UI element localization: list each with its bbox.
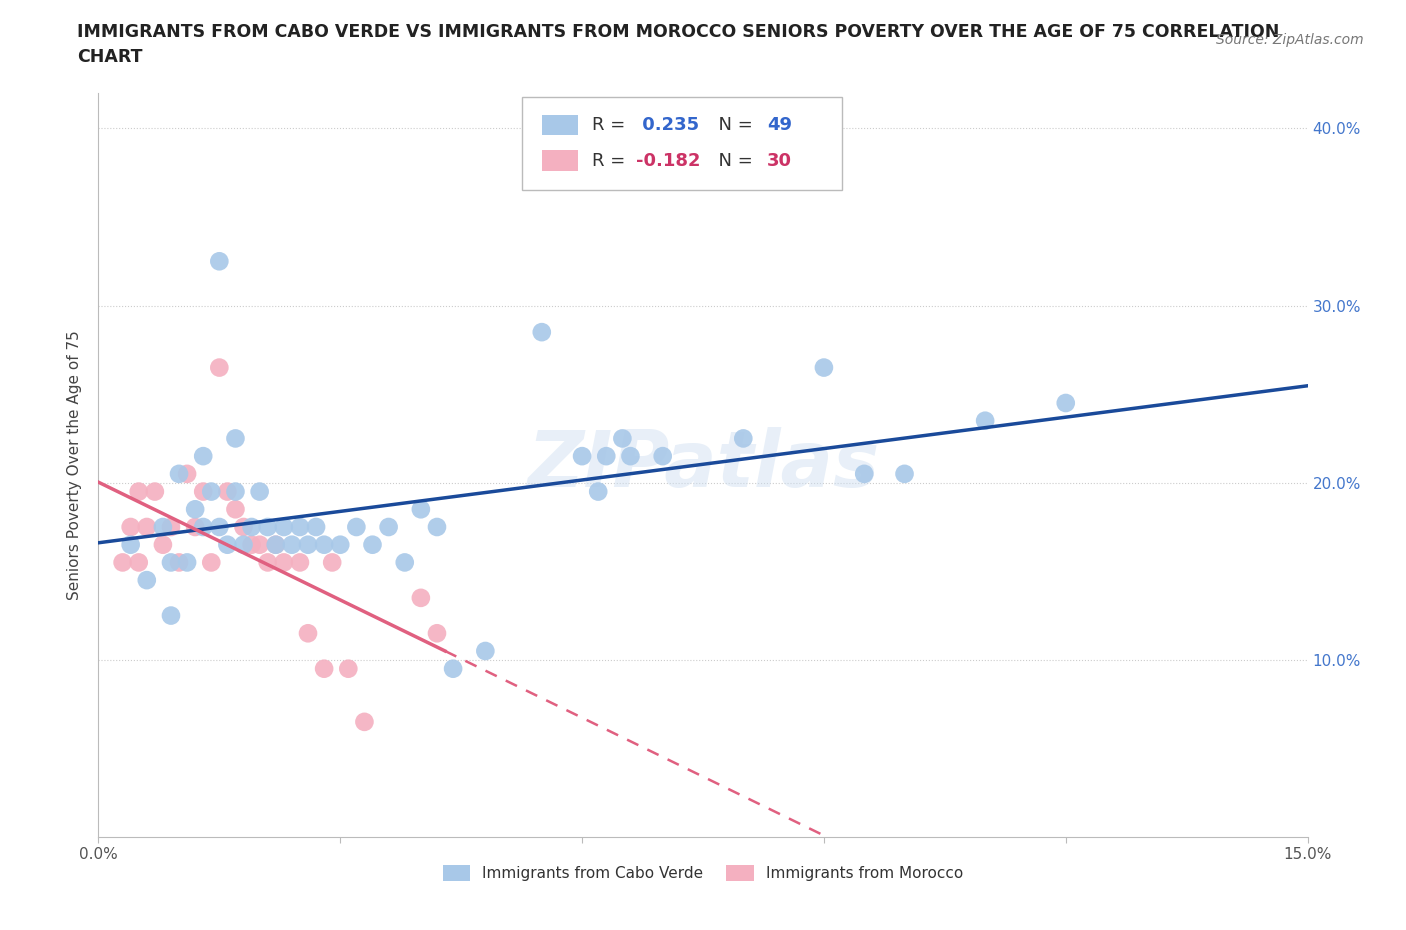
Point: [273, 520, 295, 535]
Point: [288, 520, 311, 535]
Point: [273, 555, 295, 570]
Point: [193, 448, 215, 463]
Point: [176, 555, 198, 570]
FancyBboxPatch shape: [543, 151, 578, 171]
Point: [474, 644, 496, 658]
Point: [314, 538, 336, 552]
Point: [160, 555, 183, 570]
Point: [409, 502, 432, 517]
FancyBboxPatch shape: [522, 97, 842, 190]
Point: [184, 520, 207, 535]
Point: [200, 485, 222, 499]
Point: [160, 520, 183, 535]
Text: N =: N =: [707, 116, 758, 134]
Point: [426, 626, 449, 641]
Point: [111, 555, 134, 570]
Point: [595, 448, 617, 463]
Point: [232, 538, 254, 552]
Point: [193, 485, 215, 499]
Point: [733, 431, 755, 445]
Point: [288, 555, 311, 570]
Point: [120, 538, 142, 552]
Point: [441, 661, 464, 676]
Legend: Immigrants from Cabo Verde, Immigrants from Morocco: Immigrants from Cabo Verde, Immigrants f…: [434, 857, 972, 889]
Point: [619, 448, 641, 463]
Point: [344, 520, 367, 535]
Point: [184, 502, 207, 517]
Text: -0.182: -0.182: [637, 152, 702, 169]
Point: [297, 626, 319, 641]
Text: CHART: CHART: [77, 48, 143, 66]
Point: [167, 555, 190, 570]
Point: [167, 467, 190, 482]
Point: [128, 555, 150, 570]
Point: [893, 467, 915, 482]
Point: [586, 485, 609, 499]
Y-axis label: Seniors Poverty Over the Age of 75: Seniors Poverty Over the Age of 75: [67, 330, 83, 600]
Point: [264, 538, 287, 552]
Point: [208, 360, 231, 375]
Point: [152, 520, 174, 535]
Point: [249, 485, 271, 499]
Point: [337, 661, 360, 676]
Point: [321, 555, 343, 570]
Point: [256, 520, 278, 535]
Point: [217, 538, 239, 552]
Point: [224, 485, 246, 499]
Point: [353, 714, 375, 729]
Point: [314, 661, 336, 676]
Point: [426, 520, 449, 535]
Point: [361, 538, 384, 552]
Point: [651, 448, 673, 463]
Point: [249, 538, 271, 552]
Text: ZIPatlas: ZIPatlas: [527, 427, 879, 503]
Point: [305, 520, 328, 535]
Point: [135, 520, 157, 535]
Point: [135, 573, 157, 588]
Point: [152, 538, 174, 552]
Point: [264, 538, 287, 552]
Point: [143, 485, 166, 499]
Point: [208, 520, 231, 535]
Point: [240, 538, 263, 552]
Point: [297, 538, 319, 552]
Point: [256, 555, 278, 570]
Point: [120, 520, 142, 535]
FancyBboxPatch shape: [543, 114, 578, 136]
Point: [240, 520, 263, 535]
Point: [128, 485, 150, 499]
Text: N =: N =: [707, 152, 758, 169]
Text: IMMIGRANTS FROM CABO VERDE VS IMMIGRANTS FROM MOROCCO SENIORS POVERTY OVER THE A: IMMIGRANTS FROM CABO VERDE VS IMMIGRANTS…: [77, 23, 1279, 41]
Point: [409, 591, 432, 605]
Point: [853, 467, 876, 482]
Text: 0.235: 0.235: [637, 116, 700, 134]
Point: [612, 431, 634, 445]
Point: [974, 413, 997, 428]
Text: R =: R =: [592, 152, 631, 169]
Text: 30: 30: [768, 152, 792, 169]
Point: [329, 538, 352, 552]
Point: [200, 555, 222, 570]
Point: [176, 467, 198, 482]
Point: [394, 555, 416, 570]
Text: Source: ZipAtlas.com: Source: ZipAtlas.com: [1216, 33, 1364, 46]
Point: [193, 520, 215, 535]
Point: [813, 360, 835, 375]
Point: [232, 520, 254, 535]
Point: [160, 608, 183, 623]
Point: [217, 485, 239, 499]
Text: 49: 49: [768, 116, 792, 134]
Point: [281, 538, 304, 552]
Text: R =: R =: [592, 116, 631, 134]
Point: [1054, 395, 1077, 410]
Point: [530, 325, 553, 339]
Point: [224, 431, 246, 445]
Point: [224, 502, 246, 517]
Point: [208, 254, 231, 269]
Point: [571, 448, 593, 463]
Point: [377, 520, 399, 535]
